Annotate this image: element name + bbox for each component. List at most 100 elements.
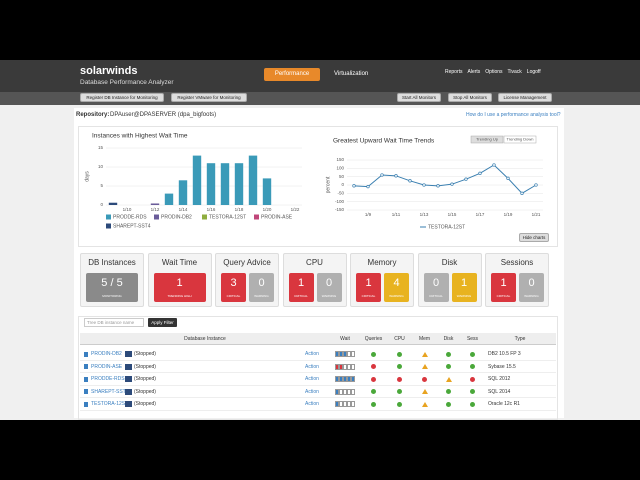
wait-cell (347, 376, 351, 382)
summary-card[interactable]: Sessions 1 CRITICAL 0 WARNING (485, 253, 549, 307)
db-icon (125, 388, 132, 395)
summary-card[interactable]: Memory 1 CRITICAL 4 WARNING (350, 253, 414, 307)
status-icon (469, 401, 475, 407)
help-link[interactable]: How do I use a performance analysis tool… (466, 112, 561, 118)
instance-name[interactable]: PRODIN-DB2 (91, 351, 122, 357)
status-icon (445, 364, 451, 369)
status-icon (421, 351, 428, 357)
wait-cell (343, 363, 347, 370)
row-line (80, 359, 556, 361)
action-menu[interactable]: Action (305, 401, 319, 407)
instance-state: (Stopped) (134, 363, 156, 370)
db-icon (125, 351, 132, 357)
action-menu[interactable]: Action (305, 351, 319, 357)
db-icon (125, 363, 132, 370)
column-header[interactable]: Queries (364, 336, 383, 342)
header-link[interactable]: Logoff (526, 69, 541, 75)
column-header[interactable]: Type (514, 336, 526, 342)
instance-name[interactable]: SHAREPT-SST4 (91, 388, 129, 395)
card-box: 4 WARNING (384, 273, 409, 302)
wait-cell (339, 401, 343, 407)
card-box: 0 WARNING (316, 273, 342, 302)
header-link[interactable]: Options (485, 69, 503, 75)
card-value: 0 (325, 277, 333, 289)
column-header[interactable]: Database Instance (184, 336, 226, 342)
action-menu[interactable]: Action (305, 388, 319, 395)
header-link[interactable]: Alerts (467, 69, 481, 75)
wait-cell (335, 351, 339, 357)
wait-cell (343, 376, 347, 382)
toolbar-button[interactable]: License Management (498, 93, 552, 102)
instance-name[interactable]: PRODDE-RDS (91, 376, 125, 382)
column-header[interactable]: Sess (466, 336, 479, 342)
header-links: Reports Alerts Options Tivack Logoff (445, 69, 541, 75)
summary-card[interactable]: CPU 1 CRITICAL 0 WARNING (282, 253, 347, 307)
filter-input[interactable]: Tree DB instance name (84, 318, 144, 327)
repo-value: DPAuser@DPASERVER (dpa_bigfoots) (110, 112, 217, 118)
instance-name[interactable]: TESTORA-12ST (91, 401, 129, 407)
summary-card[interactable]: Disk 0 CRITICAL 1 WARNING (417, 253, 482, 307)
header-link[interactable]: Tivack (507, 69, 522, 75)
card-label: WARNING (456, 294, 472, 298)
row-icon (84, 376, 88, 382)
toolbar-button[interactable]: Start All Monitors (397, 93, 441, 102)
status-icon (370, 364, 376, 369)
db-type: SQL 2012 (488, 376, 511, 382)
wait-cell (347, 351, 351, 357)
table-header (80, 333, 556, 345)
status-icon (396, 376, 402, 382)
filter-button[interactable]: Apply Filter (148, 318, 177, 327)
toolbar-button[interactable]: Register VMware for Monitoring (171, 93, 247, 102)
summary-card[interactable]: DB Instances 5 / 5 MONITORING (80, 253, 144, 307)
row-line (80, 397, 556, 398)
tab[interactable]: Virtualization (334, 71, 369, 77)
instance-state: (Stopped) (134, 388, 156, 395)
toolbar-button[interactable]: Register DB Instance for Monitoring (80, 93, 164, 102)
status-icon (370, 351, 376, 357)
card-value: 3 (230, 277, 237, 289)
status-icon (396, 401, 402, 407)
row-line (80, 384, 556, 386)
status-icon (445, 351, 451, 357)
card-title: DB Instances (88, 258, 136, 267)
wait-cell (339, 376, 343, 382)
db-type: Sybase 15.5 (488, 363, 516, 370)
card-box: 0 WARNING (519, 273, 544, 302)
card-value: 1 (176, 277, 183, 289)
column-header[interactable]: Disk (443, 336, 454, 342)
hide-charts[interactable]: Hide charts (519, 233, 549, 242)
status-icon (396, 364, 402, 369)
summary-card[interactable]: Query Advice 3 CRITICAL 0 WARNING (215, 253, 279, 307)
status-icon (469, 364, 475, 369)
toolbar-button[interactable]: Stop All Monitors (448, 93, 492, 102)
card-value: 5 / 5 (101, 277, 123, 289)
card-label: CRITICAL (496, 294, 511, 298)
action-menu[interactable]: Action (305, 376, 319, 382)
card-value: 4 (393, 277, 400, 289)
status-icon (421, 364, 428, 369)
row-line (80, 409, 556, 411)
card-box: 3 CRITICAL (221, 273, 246, 302)
card-value: 0 (258, 277, 265, 289)
card-label: CRITICAL (429, 294, 443, 298)
row-icon (84, 401, 88, 407)
wait-cell (351, 401, 355, 407)
repo-label: Repository: (76, 112, 110, 118)
card-box: 1 CRITICAL (288, 273, 314, 302)
card-value: 1 (365, 277, 372, 289)
instance-name[interactable]: PRODIN-ASE (91, 363, 123, 370)
header-link[interactable]: Reports (445, 69, 463, 75)
column-header[interactable]: Mem (418, 336, 431, 342)
column-header[interactable]: Wait (340, 336, 350, 342)
db-icon (125, 376, 132, 382)
action-menu[interactable]: Action (305, 363, 319, 370)
tab[interactable]: Performance (264, 68, 320, 81)
status-icon (469, 389, 475, 394)
charts-box (78, 126, 558, 247)
column-header[interactable]: CPU (394, 336, 405, 342)
status-icon (370, 401, 376, 407)
summary-card[interactable]: Wait Time 1 TRENDING HIGH (147, 253, 212, 307)
card-label: WARNING (389, 294, 404, 298)
wait-cell (351, 363, 355, 370)
